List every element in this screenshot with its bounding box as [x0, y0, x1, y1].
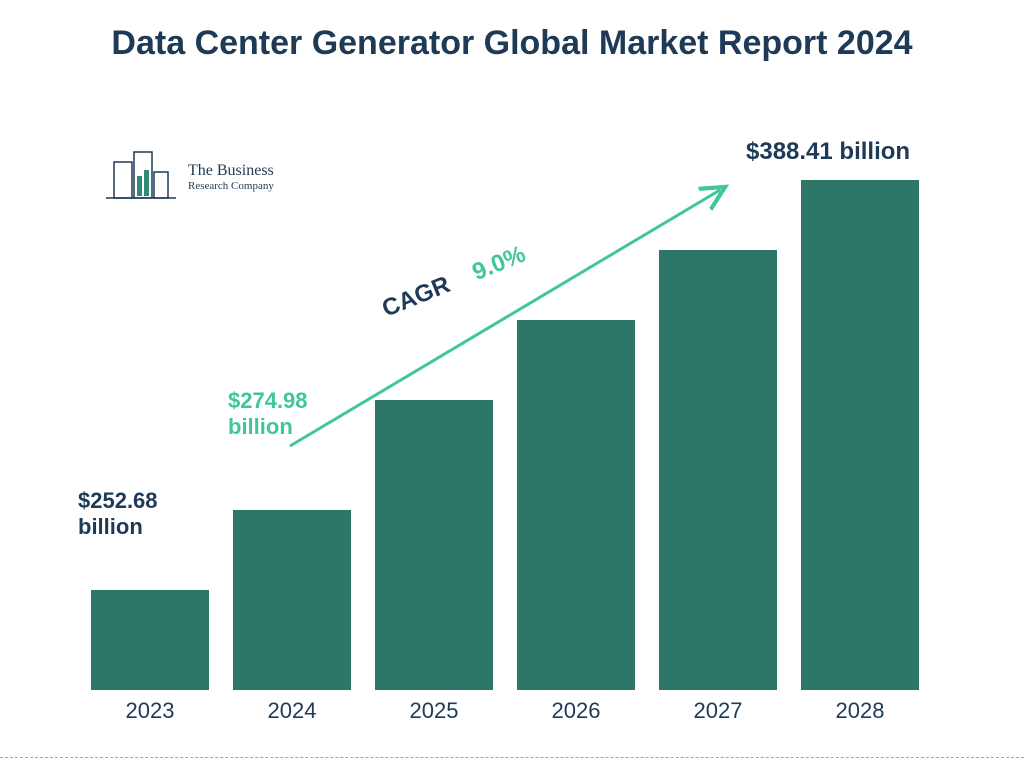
chart-container: { "title": { "text": "Data Center Genera… [0, 0, 1024, 768]
cagr-growth-arrow-icon [0, 0, 1024, 768]
footer-divider [0, 757, 1024, 758]
